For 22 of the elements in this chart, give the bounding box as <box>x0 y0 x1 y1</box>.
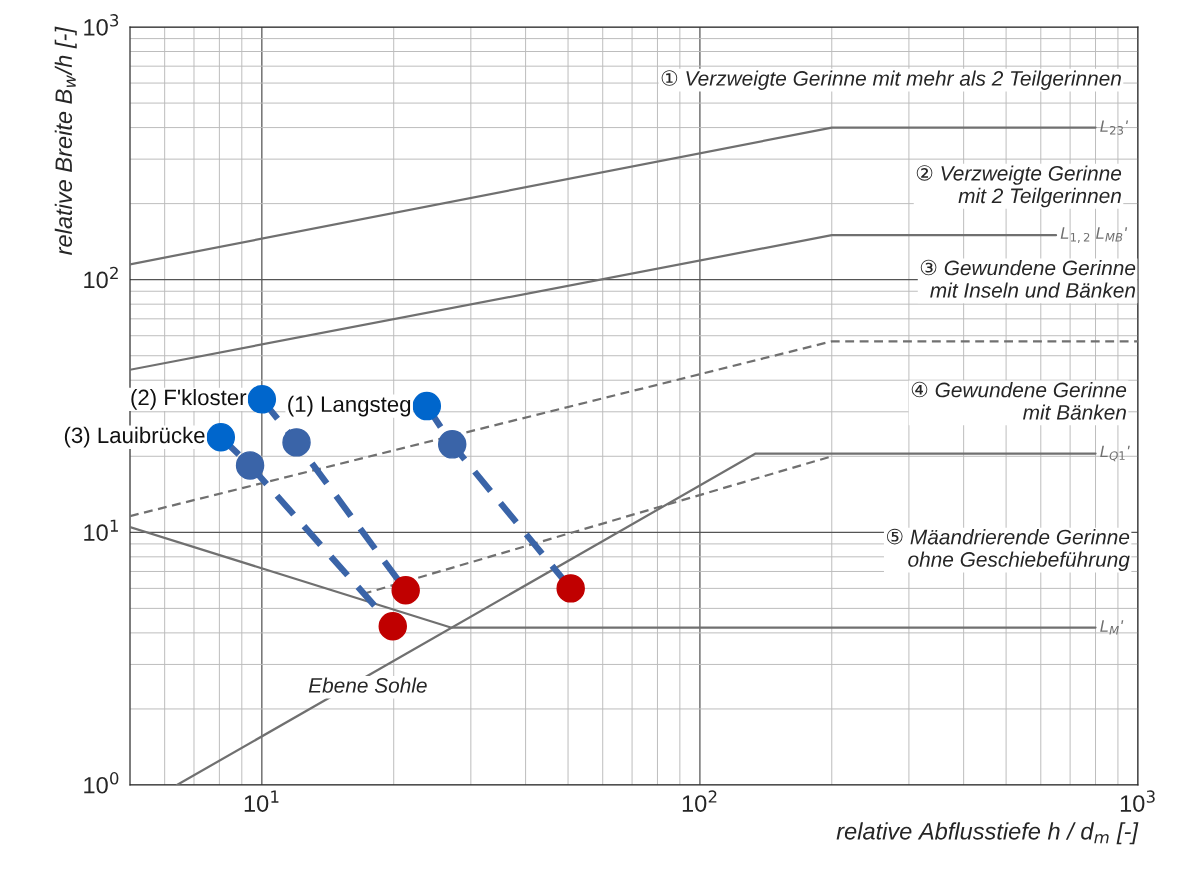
y-tick-label: 10$^{2}$ <box>84 266 118 289</box>
annotation: ③ Gewundene Gerinne mit Inseln und Bänken <box>920 259 1136 298</box>
x-axis-title: relative Abflusstiefe h / d$_{m}$ [-] <box>836 822 1139 845</box>
y-tick-label: 10$^{1}$ <box>84 519 118 541</box>
x-tick-label: 10$^{2}$ <box>682 790 717 812</box>
series-label: L$_{1,2}$ L$_{MB}$' <box>1060 227 1128 243</box>
series-label: (1) Langsteg <box>288 395 411 417</box>
series-label: (3) Lauibrücke <box>64 426 205 448</box>
series-label: L$_{Q1}$' <box>1100 445 1130 462</box>
annotation: ⑤ Mäandrierende Gerinne ohne Geschiebeführung <box>886 528 1130 571</box>
x-tick-label: 10$^{1}$ <box>244 790 279 812</box>
y-tick-label: 10$^{0}$ <box>84 772 119 794</box>
annotation: Ebene Sohle <box>308 677 427 693</box>
x-tick-label: 10$^{3}$ <box>1120 790 1155 812</box>
annotation: ① Verzweigte Gerinne mit mehr als 2 Teilgerinnen <box>661 70 1121 90</box>
y-axis-title: relative Breite B$_{w}$/h [-] <box>54 26 77 255</box>
annotation: ② Verzweigte Gerinne mit 2 Teilgerinnen <box>916 165 1122 208</box>
series-label: L$_{M}$' <box>1100 620 1124 635</box>
y-tick-label: 10$^{3}$ <box>84 14 119 36</box>
series-label: (2) F'kloster <box>131 389 247 410</box>
annotation: ④ Gewundene Gerinne mit Bänken <box>911 381 1127 420</box>
series-label: L$_{23}$' <box>1100 120 1129 135</box>
